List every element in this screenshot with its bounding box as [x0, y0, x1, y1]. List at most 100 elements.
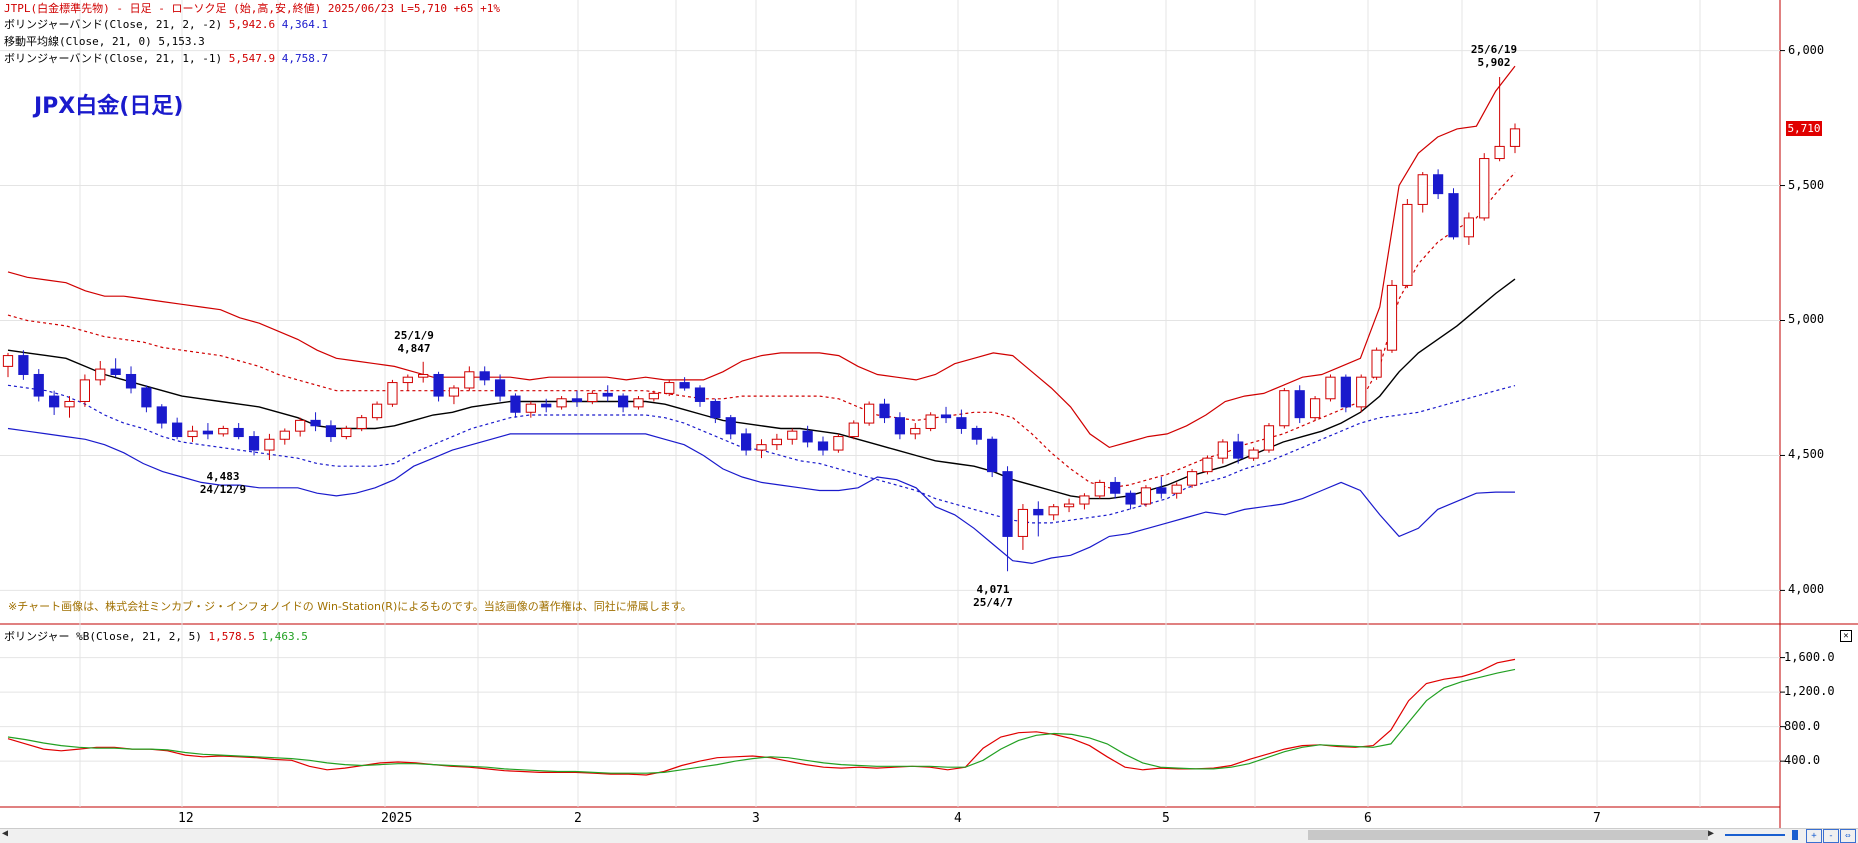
candle-body [1263, 425, 1275, 451]
candle-body [110, 368, 121, 375]
candle-body [1094, 481, 1105, 497]
candle-body [1417, 174, 1428, 205]
candle-body [756, 444, 767, 451]
candle-body [879, 403, 890, 419]
candle-body [817, 441, 829, 451]
ma-label: 移動平均線(Close, 21, 0) [4, 35, 152, 48]
candle-body [1279, 390, 1290, 427]
candle-body [141, 387, 152, 408]
bb2-lower: 4,364.1 [281, 18, 329, 31]
candle-body [295, 419, 306, 432]
candle-body [956, 417, 967, 429]
candle-body [95, 368, 106, 381]
x-tick-label: 5 [1162, 811, 1170, 826]
candle-body [971, 427, 982, 440]
bb1-lower: 4,758.7 [281, 52, 329, 65]
candle-body [1002, 471, 1013, 537]
annotation-low1-value: 4,483 [206, 470, 240, 483]
candle-body [310, 419, 321, 427]
candle-body [1156, 487, 1167, 494]
candle-body [802, 430, 813, 443]
candle-body [64, 400, 75, 408]
y-tick-label-main: 4,500 [1788, 447, 1825, 462]
zoom-slider-track[interactable] [1725, 834, 1785, 836]
zoom-in-icon[interactable]: + [1806, 829, 1822, 843]
candle-body [1079, 495, 1090, 505]
candle-body [279, 430, 290, 440]
x-tick-label: 2 [574, 811, 582, 826]
candle-body [1017, 508, 1029, 537]
candle-body [925, 414, 936, 429]
candle-body [1125, 492, 1136, 505]
last-price-badge: 5,710 [1786, 121, 1822, 136]
x-tick-label: 4 [954, 811, 962, 826]
candle-body [679, 382, 690, 389]
candle-body [848, 422, 859, 438]
x-tick-label: 2025 [381, 811, 413, 826]
annotation-low1: 4,483 24/12/9 [178, 470, 268, 496]
candle-body [49, 395, 60, 408]
bb2-label: ボリンジャーバンド(Close, 21, 2, -2) [4, 18, 223, 31]
x-tick-label: 6 [1364, 811, 1372, 826]
candle-body [325, 425, 337, 438]
bb-upper1-line [7, 172, 1516, 489]
pctb-label: ボリンジャー %B(Close, 21, 2, 5) [4, 630, 202, 643]
close-icon[interactable]: ✕ [1840, 630, 1852, 642]
candle-body [156, 406, 167, 424]
candle-body [664, 382, 675, 394]
header-line-1: JTPL(白金標準先物) - 日足 - ローソク足 (始,高,安,終値) 202… [4, 2, 500, 15]
candle-body [771, 438, 782, 446]
candle-body [741, 433, 752, 451]
bb1-label: ボリンジャーバンド(Close, 21, 1, -1) [4, 52, 223, 65]
header-title: JTPL(白金標準先物) - 日足 - ローソク足 (始,高,安,終値) 202… [4, 2, 501, 15]
zoom-out-icon[interactable]: - [1823, 829, 1839, 843]
candle-body [833, 436, 844, 451]
candle-body [1402, 203, 1413, 286]
candle-body [464, 371, 475, 389]
y-tick-label-sub: 400.0 [1784, 753, 1821, 768]
candle-body [710, 400, 721, 419]
candle-body [1186, 471, 1198, 486]
y-tick-label-main: 5,500 [1788, 177, 1825, 192]
chart-title: JPX白金(日足) [34, 94, 184, 119]
annotation-high2-date: 25/6/19 [1470, 43, 1518, 56]
bb1-upper: 5,547.9 [228, 52, 276, 65]
header-line-2: ボリンジャーバンド(Close, 21, 2, -2) 5,942.6 4,36… [4, 18, 328, 31]
pctb-green-value: 1,463.5 [261, 630, 308, 643]
candle-body [1463, 217, 1474, 238]
bb-lower2-line [7, 427, 1515, 565]
candle-body [940, 414, 952, 419]
scrollbar-thumb[interactable] [1308, 830, 1708, 840]
candle-body [894, 417, 906, 435]
candle-body [1340, 376, 1351, 408]
candle-body [387, 382, 398, 405]
candle-body [1140, 487, 1152, 505]
annotation-low2: 4,071 25/4/7 [948, 583, 1038, 609]
scroll-right-icon[interactable]: ▶ [1708, 828, 1715, 839]
candle-body [541, 403, 552, 408]
candle-body [2, 355, 14, 367]
candle-body [510, 395, 521, 413]
candle-body [1432, 174, 1444, 195]
candle-body [1171, 484, 1182, 494]
candle-body [633, 398, 644, 408]
fit-icon[interactable]: ⇔ [1840, 829, 1856, 843]
pctb-green-line [7, 668, 1516, 774]
x-tick-label: 12 [178, 811, 194, 826]
y-tick-label-sub: 800.0 [1784, 718, 1821, 733]
bb2-upper: 5,942.6 [228, 18, 276, 31]
zoom-slider-knob[interactable] [1792, 830, 1798, 840]
annotation-high1-value: 4,847 [397, 342, 431, 355]
candle-body [725, 417, 736, 435]
annotation-high1: 25/1/9 4,847 [369, 329, 459, 355]
candle-body [1294, 390, 1305, 419]
candle-body [248, 436, 260, 451]
candle-body [18, 355, 29, 375]
candle-body [494, 379, 506, 397]
y-tick-label-main: 6,000 [1788, 42, 1825, 57]
candle-body [1110, 481, 1121, 494]
header-line-4: ボリンジャーバンド(Close, 21, 1, -1) 5,547.9 4,75… [4, 52, 328, 65]
scroll-left-icon[interactable]: ◀ [2, 828, 9, 839]
candle-body [525, 403, 536, 413]
